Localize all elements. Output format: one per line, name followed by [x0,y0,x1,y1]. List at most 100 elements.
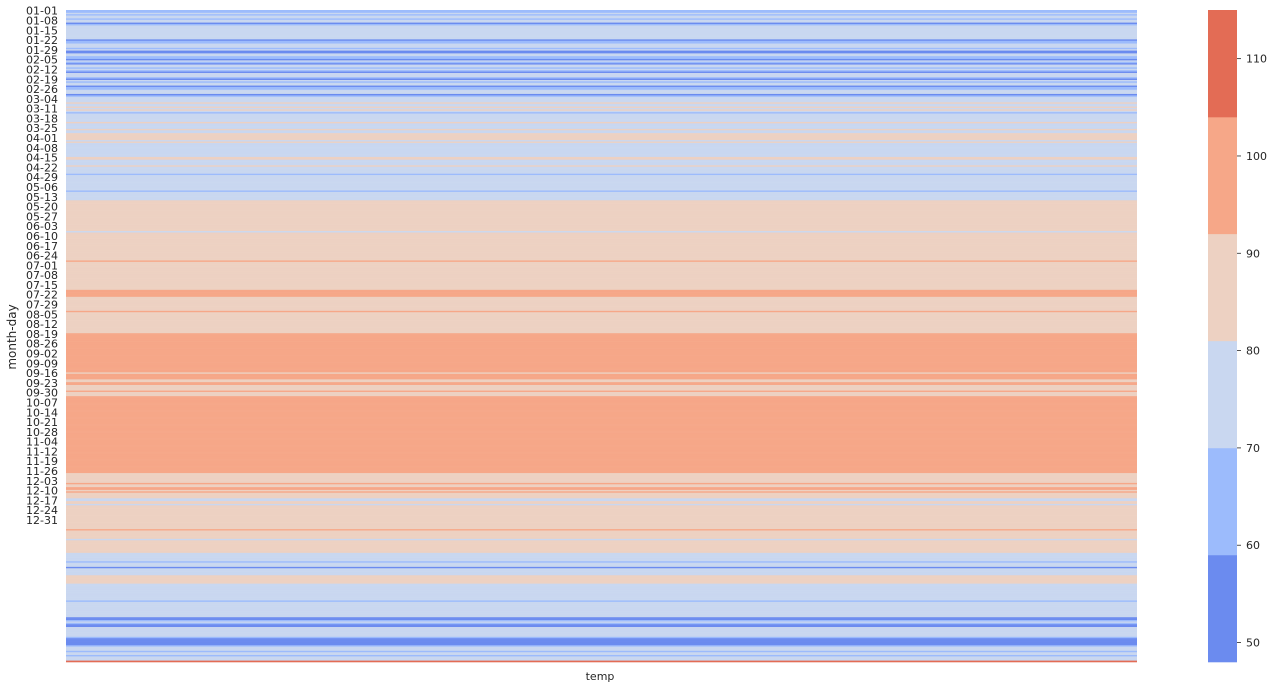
heatmap-cell [66,186,1137,188]
heatmap-cell [66,316,1137,319]
heatmap-cell [66,28,1137,30]
heatmap-cell [66,177,1137,180]
heatmap-cell [66,191,1137,194]
heatmap-cell [66,317,1137,320]
heatmap-cell [66,380,1137,383]
heatmap-cell [66,219,1137,222]
heatmap-cell [66,340,1137,342]
heatmap-cell [66,100,1137,103]
heatmap-cell [66,554,1137,556]
heatmap-cell [66,347,1137,349]
y-tick-label: 09-16 [26,367,58,380]
heatmap-cell [66,243,1137,246]
heatmap-cell [66,274,1137,277]
heatmap-cell [66,169,1137,172]
heatmap-cell [66,408,1137,411]
heatmap-cell [66,154,1137,156]
heatmap-cell [66,606,1137,608]
colorbar-tick-labels: 50 60 70 80 90 100 110 [1237,53,1267,650]
heatmap-cell [66,579,1137,582]
colorbar-tick-label: 100 [1246,150,1267,163]
heatmap-cell [66,400,1137,403]
y-tick-label: 04-08 [26,142,58,155]
heatmap-cell [66,492,1137,495]
heatmap-cell [66,47,1137,50]
heatmap-cell [66,254,1137,257]
heatmap-cell [66,531,1137,534]
heatmap-cell [66,361,1137,363]
heatmap-cell [66,578,1137,580]
heatmap-cell [66,266,1137,268]
heatmap-cell [66,212,1137,215]
heatmap-cell [66,438,1137,440]
heatmap-cell [66,601,1137,604]
heatmap-cell [66,32,1137,35]
y-tick-label: 03-11 [26,103,58,116]
heatmap-cell [66,522,1137,524]
heatmap-cell [66,439,1137,442]
heatmap-cell [66,207,1137,209]
heatmap-cells [66,10,1137,663]
heatmap-cell [66,587,1137,590]
heatmap-cell [66,72,1137,75]
heatmap-cell [66,547,1137,549]
heatmap-cell [66,309,1137,312]
heatmap-cell [66,91,1137,93]
heatmap-cell [66,161,1137,163]
heatmap-cell [66,53,1137,56]
heatmap-cell [66,649,1137,652]
heatmap-cell [66,628,1137,631]
heatmap-cell [66,463,1137,466]
heatmap-cell [66,92,1137,95]
heatmap-cell [66,393,1137,396]
heatmap-cell [66,149,1137,152]
heatmap-cell [66,26,1137,29]
heatmap-cell [66,474,1137,477]
heatmap-cell [66,217,1137,219]
colorbar-tick-label: 80 [1246,345,1260,358]
heatmap-cell [66,189,1137,191]
y-tick-label: 04-01 [26,132,58,145]
heatmap-cell [66,176,1137,179]
heatmap-cell [66,646,1137,649]
heatmap-cell [66,475,1137,478]
heatmap-cell [66,141,1137,144]
heatmap-cell [66,435,1137,438]
heatmap-cell [66,443,1137,446]
y-tick-label: 10-14 [26,406,58,419]
heatmap-cell [66,456,1137,459]
heatmap-cell [66,349,1137,352]
heatmap-cell [66,333,1137,335]
heatmap-cell [66,582,1137,584]
heatmap-cell [66,135,1137,138]
heatmap-cell [66,51,1137,54]
heatmap-cell [66,337,1137,340]
heatmap-cell [66,351,1137,354]
heatmap-cell [66,298,1137,300]
heatmap-cell [66,215,1137,218]
heatmap-cell [66,471,1137,474]
heatmap-cell [66,394,1137,397]
heatmap-cell [66,16,1137,19]
heatmap-cell [66,603,1137,605]
heatmap-cell [66,411,1137,414]
heatmap-cell [66,585,1137,587]
heatmap-cell [66,278,1137,281]
heatmap-cell [66,310,1137,313]
heatmap-cell [66,429,1137,432]
heatmap-cell [66,638,1137,640]
heatmap-cell [66,550,1137,552]
heatmap-cell [66,576,1137,579]
heatmap-cell [66,358,1137,361]
heatmap-cell [66,389,1137,391]
heatmap-cell [66,303,1137,306]
heatmap-cell [66,632,1137,635]
heatmap-cell [66,239,1137,242]
heatmap-cell [66,74,1137,77]
heatmap-cell [66,510,1137,513]
colorbar-tick-label: 110 [1246,53,1267,66]
y-tick-labels: 01-0101-0801-1501-2201-2902-0502-1202-19… [26,5,58,527]
heatmap-cell [66,18,1137,21]
heatmap-cell [66,78,1137,81]
heatmap-cell [66,273,1137,275]
